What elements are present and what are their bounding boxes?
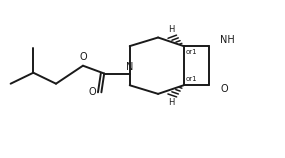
Text: or1: or1 — [186, 49, 197, 55]
Text: N: N — [126, 62, 133, 72]
Text: NH: NH — [221, 35, 235, 45]
Text: H: H — [168, 98, 174, 107]
Text: O: O — [89, 87, 96, 97]
Text: O: O — [221, 84, 228, 94]
Text: O: O — [79, 52, 87, 62]
Text: or1: or1 — [186, 76, 197, 82]
Text: H: H — [168, 25, 174, 34]
